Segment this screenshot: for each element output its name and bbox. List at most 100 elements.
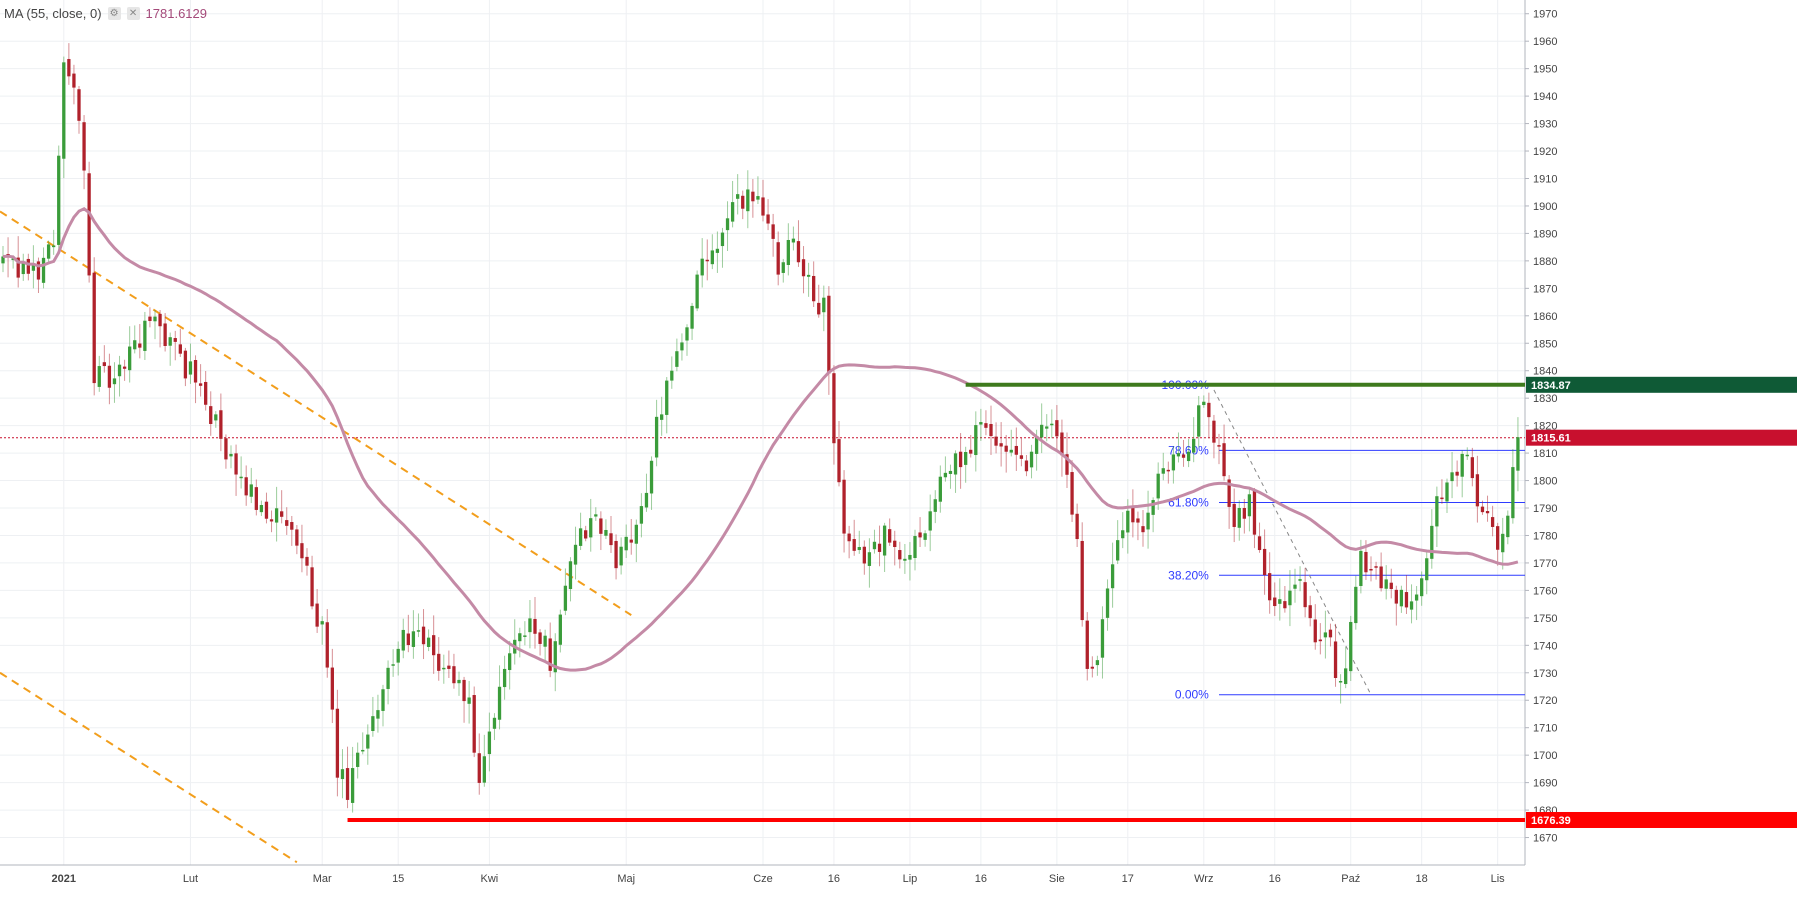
candle-body — [21, 262, 25, 275]
candle-body — [1202, 401, 1206, 406]
candle-body — [1303, 582, 1307, 608]
candle-body — [877, 543, 882, 552]
candle-body — [654, 416, 659, 458]
time-tick-label: Lut — [183, 873, 198, 885]
candle-body — [148, 316, 152, 322]
candle-body — [619, 546, 623, 566]
candle-body — [1186, 451, 1191, 462]
candle-body — [1207, 402, 1211, 418]
gear-icon[interactable]: ⚙ — [107, 7, 121, 20]
candle-body — [761, 197, 765, 216]
price-tick-label: 1970 — [1533, 9, 1557, 21]
candle-body — [1222, 443, 1226, 477]
candle-body — [350, 768, 355, 803]
candle-body — [1029, 451, 1034, 468]
candle-body — [1019, 455, 1024, 459]
candle-body — [497, 686, 502, 720]
candle-body — [447, 665, 451, 669]
candle-body — [1475, 474, 1480, 507]
candle-body — [1369, 568, 1373, 571]
price-tick-label: 1780 — [1533, 530, 1557, 542]
price-tick-label: 1740 — [1533, 640, 1557, 652]
price-tick-label: 1750 — [1533, 613, 1557, 625]
candle-body — [1116, 540, 1120, 561]
candle-body — [214, 414, 218, 421]
candle-body — [1227, 479, 1231, 507]
candle-body — [82, 122, 86, 171]
candle-body — [249, 484, 253, 497]
candle-body — [822, 297, 826, 313]
candle-body — [437, 653, 441, 671]
candle-body — [893, 540, 897, 548]
candle-body — [1136, 518, 1140, 523]
price-tick-label: 1960 — [1533, 36, 1557, 48]
candle-body — [1288, 590, 1292, 606]
candle-body — [442, 667, 446, 670]
candle-body — [122, 366, 127, 369]
candle-body — [1024, 460, 1029, 472]
candle-body — [168, 337, 172, 346]
candle-body — [629, 539, 633, 543]
candle-body — [812, 275, 816, 302]
candle-body — [472, 695, 476, 753]
candle-body — [335, 708, 340, 778]
candle-body — [715, 248, 720, 253]
candle-body — [1470, 457, 1474, 479]
candle-body — [259, 504, 264, 513]
candle-body — [1131, 508, 1135, 523]
candle-body — [295, 529, 299, 546]
candle-body — [16, 257, 20, 278]
candle-body — [1328, 629, 1333, 638]
candle-body — [1404, 592, 1409, 608]
candle-body — [994, 436, 998, 446]
candle-body — [1460, 453, 1464, 477]
candle-body — [538, 632, 542, 644]
candle-body — [573, 544, 578, 565]
candle-body — [1212, 420, 1216, 443]
candle-body — [634, 524, 638, 544]
time-tick-label: Lip — [903, 873, 918, 885]
close-icon[interactable]: ✕ — [126, 7, 140, 20]
time-tick-label: Cze — [753, 873, 773, 885]
candle-body — [224, 438, 228, 460]
price-tick-label: 1690 — [1533, 778, 1557, 790]
candle-body — [1192, 438, 1196, 453]
last-price-badge: 1815.61 — [1531, 433, 1571, 445]
time-tick-label: 16 — [1269, 873, 1281, 885]
candle-body — [1506, 515, 1510, 538]
candle-body — [426, 637, 431, 647]
candle-body — [710, 250, 714, 265]
candle-body — [1126, 510, 1130, 533]
candle-body — [1252, 490, 1257, 535]
candle-body — [685, 327, 689, 341]
candle-body — [52, 245, 56, 248]
support-price-badge: 1676.39 — [1531, 815, 1571, 827]
candle-body — [1374, 566, 1378, 568]
candle-body — [391, 664, 395, 666]
candle-body — [163, 323, 167, 346]
time-tick-label: 15 — [392, 873, 404, 885]
candle-body — [568, 561, 573, 590]
candle-body — [72, 73, 76, 88]
candle-body — [1050, 423, 1054, 426]
candle-body — [1181, 454, 1186, 458]
trend-line-lower — [0, 671, 298, 864]
price-tick-label: 1920 — [1533, 146, 1557, 158]
candle-body — [771, 224, 775, 239]
candle-body — [1055, 420, 1059, 437]
time-tick-label: Sie — [1049, 873, 1065, 885]
candle-body — [943, 472, 948, 478]
candle-body — [852, 539, 856, 551]
candle-body — [1121, 530, 1125, 539]
candle-body — [1009, 449, 1013, 453]
candle-body — [1354, 586, 1358, 624]
price-tick-label: 1700 — [1533, 750, 1557, 762]
time-tick-label: 17 — [1122, 873, 1134, 885]
candle-body — [660, 414, 664, 420]
candle-body — [1394, 589, 1398, 604]
price-tick-label: 1800 — [1533, 476, 1557, 488]
candle-body — [1095, 660, 1100, 666]
price-tick-label: 1860 — [1533, 311, 1557, 323]
